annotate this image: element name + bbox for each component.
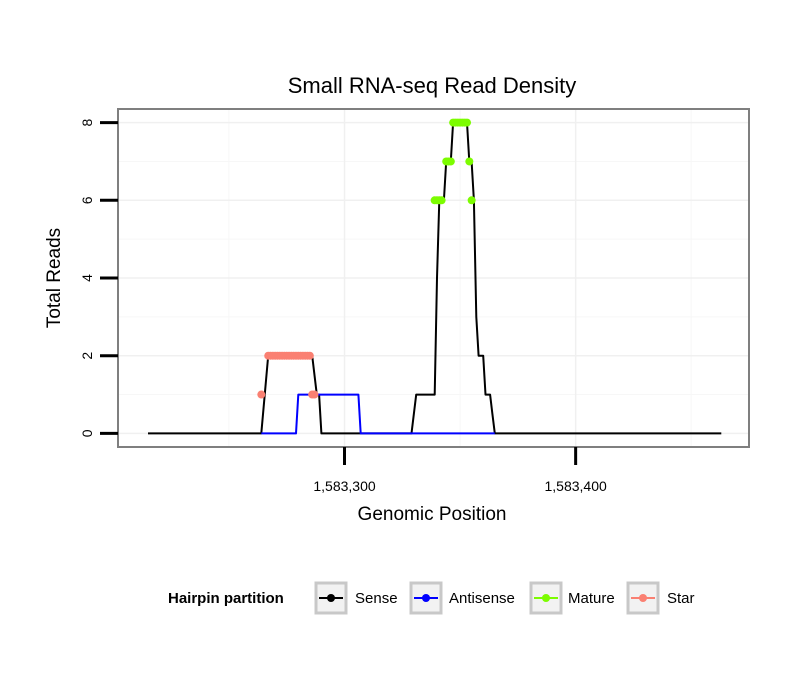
y-tick-label: 8 [79, 118, 95, 126]
y-tick-label: 4 [79, 274, 95, 282]
star-point [305, 351, 314, 360]
mature-point [467, 196, 476, 205]
series-sense-line [148, 121, 722, 435]
star-point [310, 390, 319, 399]
y-tick-label: 0 [79, 429, 95, 437]
mature-point [437, 196, 446, 205]
legend-marker-antisense [422, 594, 430, 602]
legend-label-star: Star [667, 590, 695, 607]
y-tick-label: 2 [79, 352, 95, 360]
star-point [257, 390, 266, 399]
legend-marker-star [639, 594, 647, 602]
x-tick-label: 1,583,300 [313, 478, 375, 494]
legend-label-sense: Sense [355, 590, 398, 607]
y-axis-title: Total Reads [44, 228, 65, 328]
x-tick-label: 1,583,400 [544, 478, 606, 494]
mature-point [446, 157, 455, 166]
legend-label-mature: Mature [568, 590, 615, 607]
legend-marker-mature [542, 594, 550, 602]
legend-marker-sense [327, 594, 335, 602]
mature-point [465, 157, 474, 166]
x-axis-title: Genomic Position [358, 504, 507, 525]
chart-title: Small RNA-seq Read Density [288, 73, 577, 98]
legend: Sense Antisense Mature Star [314, 581, 695, 615]
plot-area: 0 2 4 6 8 1,583,300 1,583,400 [79, 108, 750, 494]
mature-point [463, 118, 472, 127]
y-tick-label: 6 [79, 196, 95, 204]
series-antisense-line [261, 393, 495, 435]
legend-label-antisense: Antisense [449, 590, 515, 607]
legend-title: Hairpin partition [168, 590, 284, 607]
